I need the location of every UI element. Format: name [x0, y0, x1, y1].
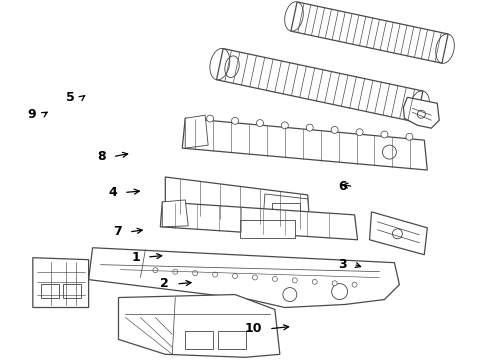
Circle shape	[293, 278, 297, 283]
Circle shape	[213, 272, 218, 277]
Bar	[272, 203, 300, 225]
Circle shape	[306, 124, 313, 131]
Circle shape	[417, 110, 425, 118]
Polygon shape	[119, 294, 280, 357]
Text: 10: 10	[245, 322, 262, 335]
Text: 7: 7	[113, 225, 122, 238]
Circle shape	[392, 229, 402, 239]
Circle shape	[233, 274, 238, 279]
Polygon shape	[165, 177, 310, 230]
Bar	[240, 220, 295, 238]
Text: 8: 8	[97, 150, 106, 163]
Polygon shape	[89, 248, 399, 307]
Polygon shape	[403, 97, 439, 128]
Text: 9: 9	[27, 108, 36, 121]
Polygon shape	[263, 194, 310, 228]
Bar	[185, 332, 213, 349]
Polygon shape	[182, 118, 427, 170]
Bar	[41, 284, 59, 298]
Bar	[291, 2, 448, 63]
Polygon shape	[369, 212, 427, 255]
Circle shape	[352, 282, 357, 287]
Text: 3: 3	[338, 258, 346, 271]
Circle shape	[383, 145, 396, 159]
Bar	[218, 332, 246, 349]
Circle shape	[332, 281, 337, 286]
Circle shape	[331, 126, 338, 134]
Circle shape	[173, 269, 178, 274]
Text: 4: 4	[108, 186, 117, 199]
Text: 2: 2	[161, 278, 169, 291]
Circle shape	[272, 276, 277, 282]
Circle shape	[232, 117, 239, 124]
Circle shape	[356, 129, 363, 136]
Circle shape	[381, 131, 388, 138]
Bar	[63, 284, 81, 298]
Polygon shape	[162, 200, 188, 227]
Circle shape	[153, 268, 158, 273]
Circle shape	[312, 279, 317, 284]
Text: 6: 6	[338, 180, 346, 193]
Text: 1: 1	[131, 251, 140, 264]
Polygon shape	[33, 258, 89, 307]
Circle shape	[256, 120, 264, 127]
Circle shape	[207, 115, 214, 122]
Circle shape	[332, 284, 347, 300]
Circle shape	[281, 122, 288, 129]
Bar	[217, 49, 423, 122]
Circle shape	[406, 133, 413, 140]
Polygon shape	[185, 115, 208, 148]
Circle shape	[252, 275, 257, 280]
Polygon shape	[160, 202, 358, 240]
Circle shape	[283, 288, 297, 302]
Text: 5: 5	[66, 91, 75, 104]
Circle shape	[193, 271, 197, 276]
